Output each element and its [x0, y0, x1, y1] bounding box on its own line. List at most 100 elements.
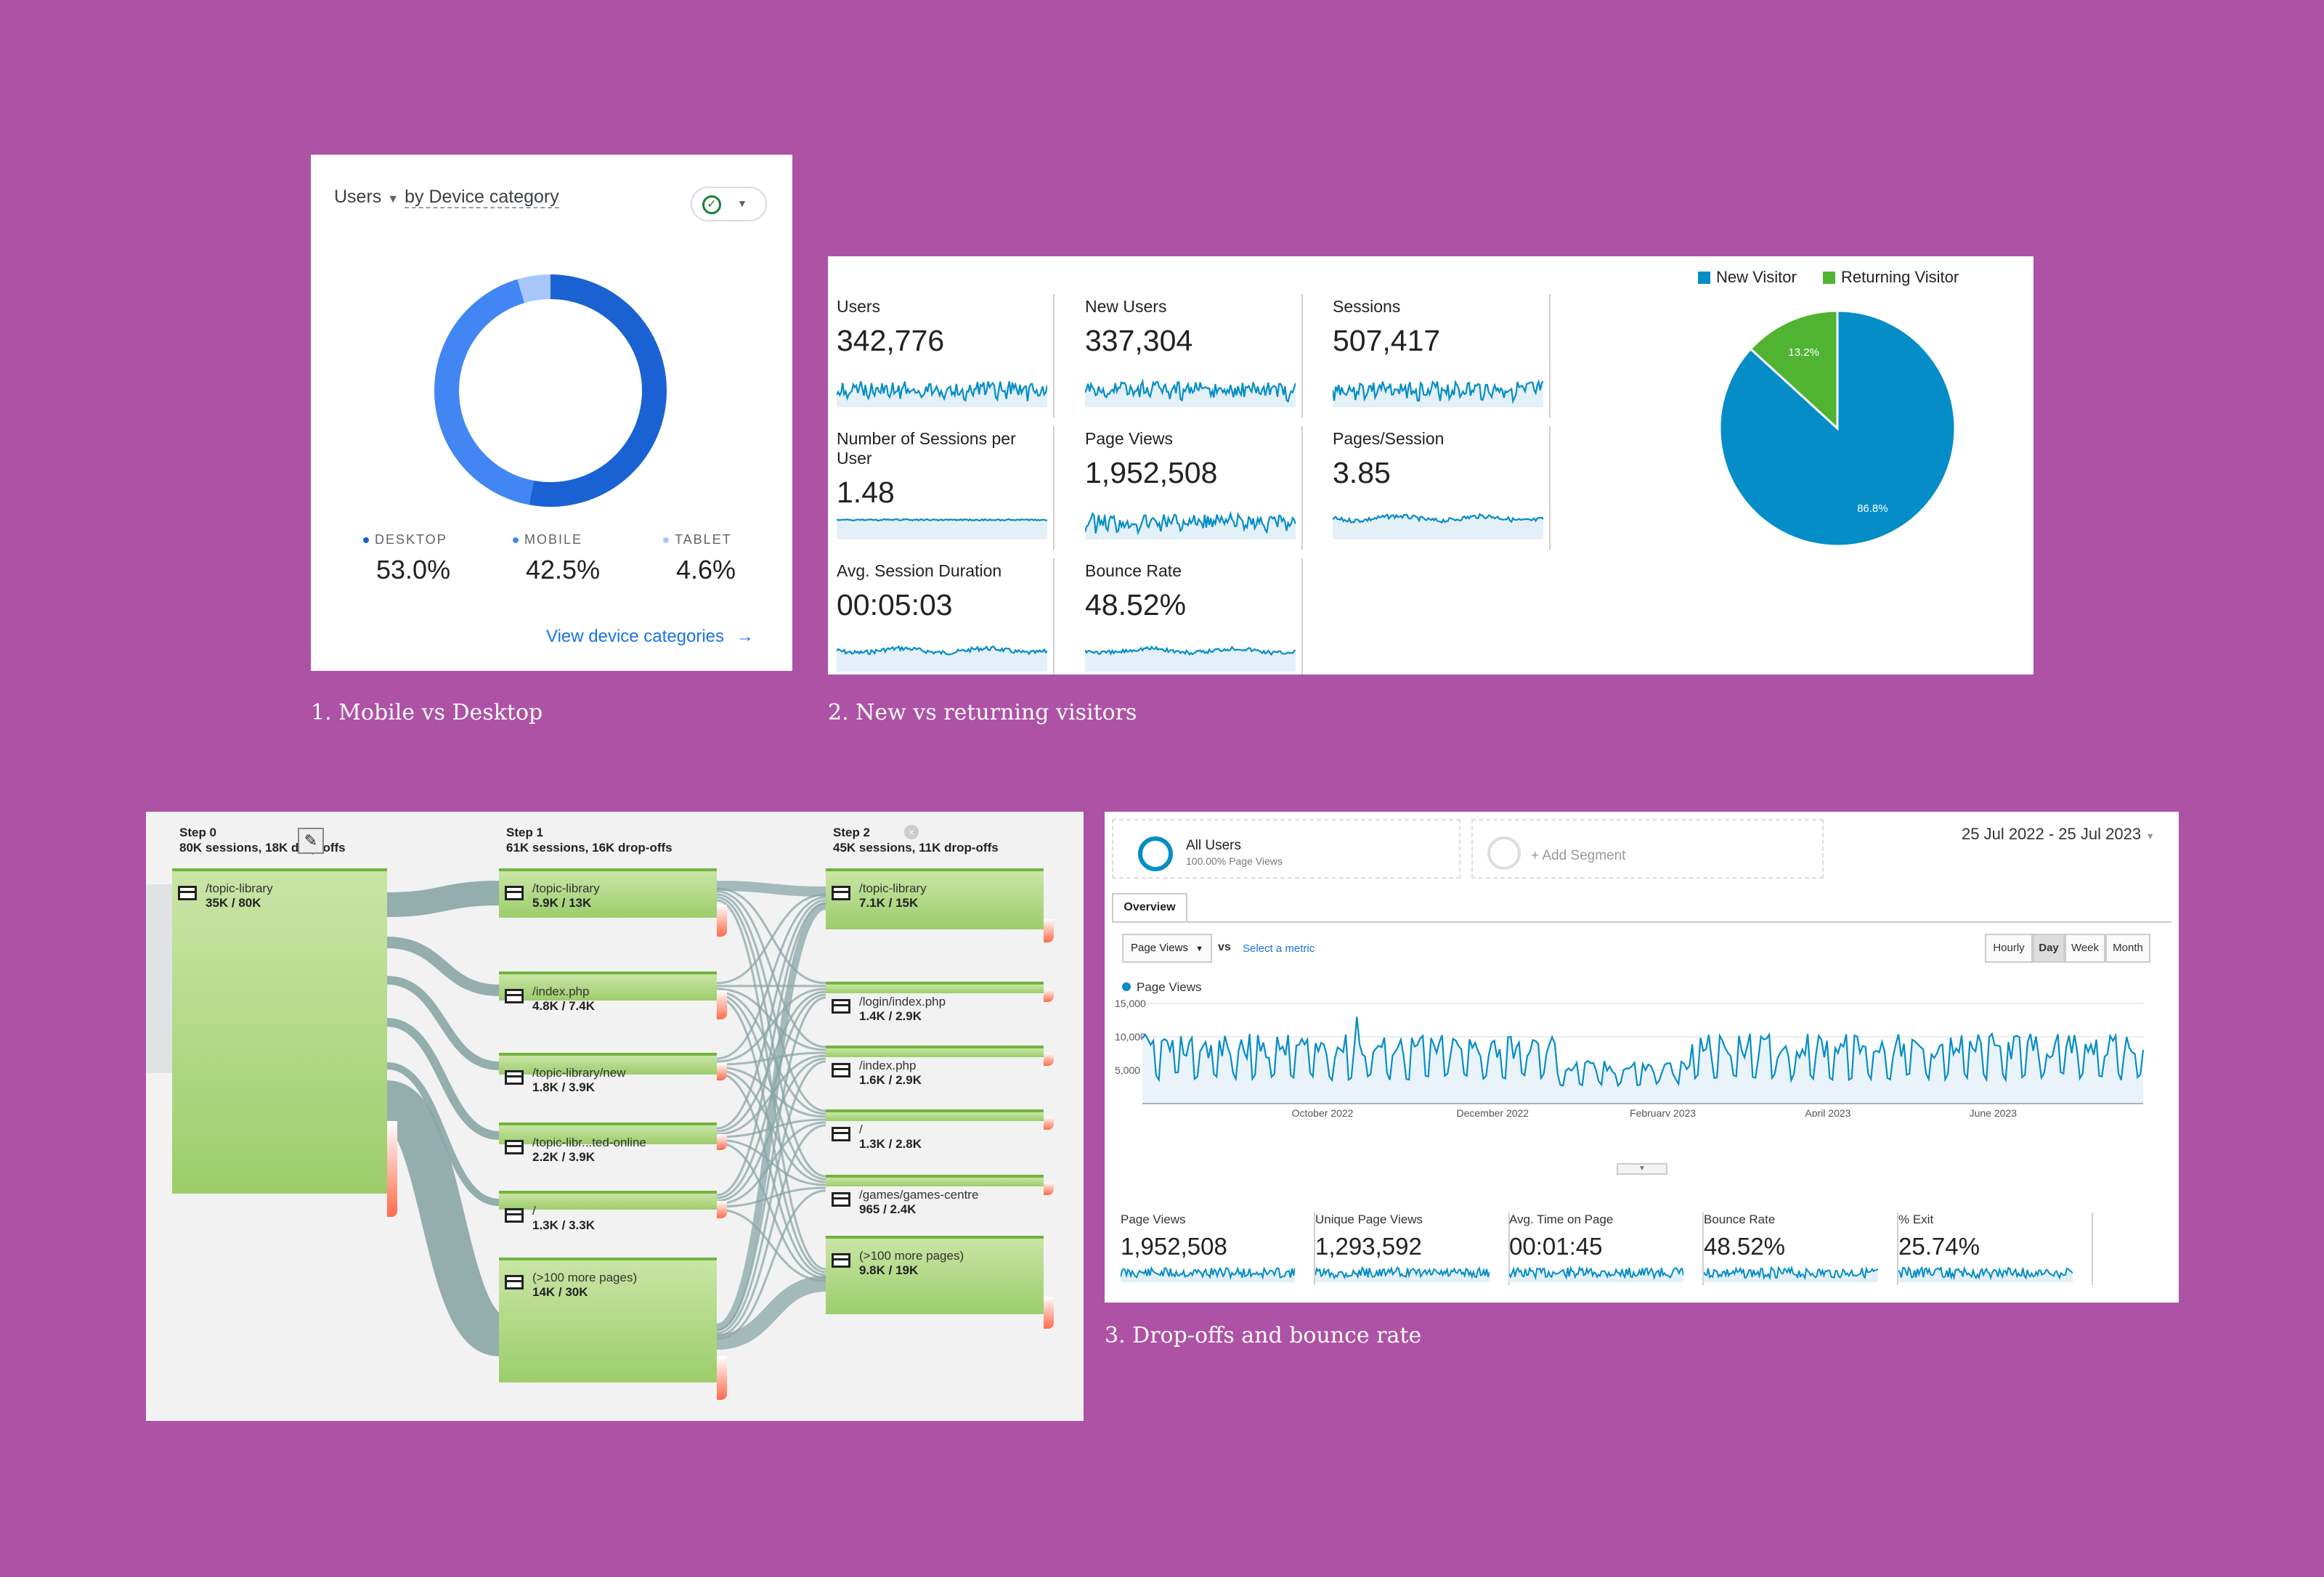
page-icon: [832, 886, 850, 900]
page-icon: [832, 1192, 850, 1207]
visitor-pie-chart: 86.8% 13.2%: [1718, 309, 1957, 547]
spark-line: [1085, 510, 1296, 536]
returning-visitor-swatch: [1823, 272, 1835, 284]
metric-selector[interactable]: Users ▼: [334, 187, 399, 207]
page-icon: [832, 1127, 850, 1141]
donut-slice-desktop: [529, 274, 667, 507]
add-segment[interactable]: + Add Segment: [1471, 819, 1824, 879]
flow-node[interactable]: /topic-library 7.1K / 15K: [826, 868, 1044, 929]
metric-pages-per-session: Pages/Session 3.85: [1333, 426, 1551, 550]
pie-label-1: 13.2%: [1788, 346, 1819, 359]
flow-link: [716, 1276, 826, 1350]
date-range-picker[interactable]: 25 Jul 2022 - 25 Jul 2023 ▼: [1962, 825, 2156, 843]
close-icon[interactable]: ×: [904, 825, 919, 839]
flow-link: [716, 987, 826, 1051]
tab-overview[interactable]: Overview: [1112, 893, 1187, 922]
flow-node[interactable]: /1.3K / 3.3K: [499, 1191, 717, 1232]
sparkline: [1508, 1266, 1684, 1282]
flow-node[interactable]: /topic-libr...ted-online 2.2K / 3.9K: [499, 1122, 717, 1164]
flow-link: [716, 896, 826, 1178]
flow-link: [383, 1080, 503, 1356]
flow-link: [386, 976, 500, 1070]
tab-divider: [1112, 921, 2171, 923]
flow-node[interactable]: /index.php 4.8K / 7.4K: [499, 971, 717, 1013]
dropoff-bar: [717, 1201, 727, 1218]
month-button[interactable]: Month: [2105, 934, 2150, 963]
flow-node[interactable]: /login/index.php 1.4K / 2.9K: [826, 982, 1044, 1023]
legend-new-visitor: New Visitor: [1698, 268, 1797, 287]
tablet-dot: [663, 537, 669, 544]
spark-line: [1085, 378, 1296, 404]
dropoff-bar: [1044, 1117, 1054, 1130]
dropoff-bar: [387, 1121, 397, 1217]
series-area: [1142, 1016, 2143, 1104]
spark-line: [1315, 1266, 1490, 1280]
series-line: [1142, 1016, 2145, 1088]
flow-node[interactable]: /1.3K / 2.8K: [826, 1109, 1044, 1151]
flow-link: [716, 990, 826, 1133]
dimension-selector[interactable]: by Device category: [405, 187, 559, 208]
view-device-categories-link[interactable]: View device categories →: [546, 627, 754, 646]
spark-area: [1333, 381, 1543, 407]
day-button[interactable]: Day: [2033, 934, 2065, 963]
flow-node[interactable]: /topic-library 5.9K / 13K: [499, 868, 717, 918]
caption-3: 3. Drop-offs and bounce rate: [1105, 1323, 1422, 1348]
sparkline: [1120, 1266, 1296, 1282]
page-icon: [505, 989, 524, 1003]
metric-page-views: Page Views 1,952,508: [1120, 1213, 1315, 1285]
x-tick-label: December 2022: [1456, 1107, 1529, 1117]
chart-resize-handle[interactable]: ▼: [1617, 1163, 1667, 1175]
sparkline: [1898, 1266, 2073, 1282]
metric-select[interactable]: Page Views ▼: [1122, 934, 1212, 963]
flow-link: [716, 996, 826, 1332]
flow-link: [386, 1062, 500, 1206]
mobile-dot: [513, 537, 519, 544]
caption-2: 2. New vs returning visitors: [828, 700, 1137, 725]
x-tick-label: October 2022: [1292, 1107, 1354, 1117]
spark-area: [1085, 646, 1296, 672]
step-2-header: Step 2 45K sessions, 11K drop-offs: [833, 826, 999, 855]
sparkline: [1085, 510, 1296, 539]
page-icon: [505, 1070, 524, 1085]
week-button[interactable]: Week: [2065, 934, 2105, 963]
legend-tablet: TABLET 4.6%: [663, 532, 736, 585]
pie-slice-1: [1749, 309, 1839, 431]
metric-bounce-rate: Bounce Rate 48.52%: [1085, 558, 1303, 675]
flow-node[interactable]: (>100 more pages) 14K / 30K: [499, 1258, 717, 1382]
flow-node[interactable]: /topic-library 35K / 80K: [172, 868, 387, 1194]
spark-area: [1509, 1268, 1683, 1282]
edit-pencil-icon[interactable]: ✎: [298, 828, 324, 854]
flow-node[interactable]: /topic-library/new 1.8K / 3.9K: [499, 1053, 717, 1094]
add-segment-circle-icon: [1487, 836, 1521, 870]
hourly-button[interactable]: Hourly: [1985, 934, 2033, 963]
card-header: Users ▼ by Device category: [334, 187, 559, 208]
x-tick-label: June 2023: [1970, 1107, 2018, 1117]
insights-toggle[interactable]: ✓ ▼: [691, 187, 767, 221]
visitors-overview-card: Users 342,776 New Users 337,304 Sessions 50…: [828, 256, 2033, 675]
new-visitor-swatch: [1698, 272, 1710, 284]
dropoff-bar: [717, 990, 727, 1019]
dropoff-bar: [717, 905, 727, 937]
flow-node[interactable]: (>100 more pages) 9.8K / 19K: [826, 1236, 1044, 1314]
y-tick-label: 5,000: [1115, 1064, 1140, 1076]
tablet-value: 4.6%: [676, 555, 736, 584]
legend-returning-visitor: Returning Visitor: [1823, 268, 1959, 287]
dropoff-bar: [1044, 1053, 1054, 1066]
metric-sessions-per-user: Number of Sessions per User 1.48: [837, 426, 1055, 550]
segment-all-users[interactable]: All Users 100.00% Page Views: [1112, 819, 1460, 879]
metric-sessions: Sessions 507,417: [1333, 294, 1551, 417]
flow-link: [716, 987, 826, 1063]
caption-1: 1. Mobile vs Desktop: [311, 700, 543, 725]
flow-link: [716, 893, 826, 985]
flow-link: [716, 1060, 826, 1334]
dropoff-bar: [1044, 1297, 1054, 1329]
metric-avg-session-duration: Avg. Session Duration 00:05:03: [837, 558, 1055, 675]
flow-link: [716, 1124, 826, 1337]
flow-node[interactable]: /games/games-centre 965 / 2.4K: [826, 1175, 1044, 1216]
select-metric-link[interactable]: Select a metric: [1243, 942, 1315, 955]
flow-node[interactable]: /index.php 1.6K / 2.9K: [826, 1046, 1044, 1087]
dropoff-bar: [1044, 919, 1054, 942]
sparkline: [837, 645, 1047, 672]
series-legend: Page Views: [1122, 980, 1201, 995]
dropoff-bar: [717, 1356, 727, 1400]
